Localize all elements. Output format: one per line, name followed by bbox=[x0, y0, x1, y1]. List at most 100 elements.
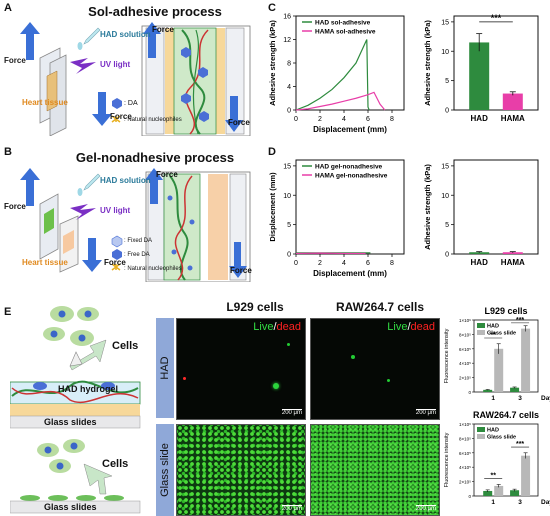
x-tick-label: 2 bbox=[318, 260, 322, 267]
legend-swatch bbox=[477, 330, 485, 335]
x-tick-label: 0 bbox=[294, 260, 298, 267]
chart-d-bar: 0 5 10 15 Adhesive strength (kPa) HAD HAMA bbox=[423, 159, 539, 267]
col-title-raw: RAW264.7 cells bbox=[335, 300, 425, 314]
had-solution-label-a: HAD solution bbox=[100, 30, 151, 39]
panel-a-illustration bbox=[20, 22, 251, 136]
micrograph-glass-raw: 200 μm bbox=[310, 424, 440, 516]
glass-slides-label-top: Glass slides bbox=[44, 417, 97, 427]
x-axis-suffix: Day bbox=[541, 499, 550, 506]
had-solution-label-b: HAD solution bbox=[100, 176, 151, 185]
bar bbox=[494, 348, 504, 392]
force-label-b4: Force bbox=[230, 266, 252, 275]
significance-label: *** bbox=[516, 317, 524, 324]
cells-label-top: Cells bbox=[112, 340, 139, 352]
heart-tissue-label-b: Heart tissue bbox=[22, 258, 68, 267]
x-tick-label: HAD bbox=[471, 114, 489, 123]
y-tick-label: 12 bbox=[283, 37, 291, 44]
panel-letter-c: C bbox=[268, 2, 276, 14]
legend-label: HAD bbox=[487, 324, 499, 330]
y-axis-label: Displacement (mm) bbox=[268, 172, 277, 242]
chart-title: RAW264.7 cells bbox=[473, 410, 539, 420]
y-tick-label: 5 bbox=[445, 78, 449, 85]
y-tick-label: 8×10⁵ bbox=[459, 332, 471, 337]
heart-tissue-label-a: Heart tissue bbox=[22, 98, 68, 107]
legend-label: HAMA sol-adhesive bbox=[315, 29, 376, 36]
force-label-a4: Force bbox=[228, 118, 250, 127]
bar bbox=[510, 490, 520, 496]
y-tick-label: 15 bbox=[441, 19, 449, 26]
y-tick-label: 8 bbox=[287, 61, 291, 68]
y-tick-label: 2×10⁵ bbox=[459, 480, 471, 485]
panel-a-title: Sol-adhesive process bbox=[88, 4, 222, 19]
panel-b-title: Gel-nonadhesive process bbox=[75, 150, 235, 165]
panel-b-illustration bbox=[20, 168, 251, 282]
force-arrow-up bbox=[20, 22, 40, 60]
legend-label: HAD bbox=[487, 428, 499, 434]
row-label-had: HAD bbox=[156, 318, 174, 418]
x-tick-label: 4 bbox=[342, 260, 346, 267]
x-axis-label: Displacement (mm) bbox=[313, 269, 387, 278]
bar bbox=[502, 252, 523, 254]
x-tick-label: HAMA bbox=[501, 258, 525, 267]
y-tick-label: 0 bbox=[445, 108, 449, 115]
y-axis-label: Adhesive strength (kPa) bbox=[268, 20, 277, 106]
bar bbox=[483, 389, 493, 392]
y-tick-label: 5 bbox=[445, 222, 449, 229]
panel-letter-a: A bbox=[4, 2, 12, 14]
y-tick-label: 10 bbox=[441, 193, 449, 200]
series-line bbox=[295, 39, 370, 111]
chart-c-line: 0 2 4 6 8 0 4 8 12 16 Displacement (mm) Adhesive st… bbox=[268, 14, 405, 134]
plot-frame bbox=[453, 159, 539, 255]
y-tick-label: 0 bbox=[287, 108, 291, 115]
y-tick-label: 5 bbox=[287, 222, 291, 229]
legend-swatch bbox=[477, 427, 485, 432]
x-tick-label: 6 bbox=[366, 116, 370, 123]
had-hydrogel-label: HAD hydrogel bbox=[58, 384, 119, 394]
series-line bbox=[295, 91, 386, 111]
y-tick-label: 0 bbox=[287, 252, 291, 259]
y-axis-label: Adhesive strength (kPa) bbox=[423, 20, 432, 106]
glass-slides-label-bottom: Glass slides bbox=[44, 502, 97, 512]
bar bbox=[469, 252, 490, 254]
force-label-b1: Force bbox=[4, 202, 26, 211]
force-label-a2: Force bbox=[110, 112, 132, 121]
scale-bar-3: 200 μm bbox=[281, 505, 302, 512]
y-tick-label: 1×10⁶ bbox=[459, 422, 471, 427]
panel-letter-d: D bbox=[268, 146, 276, 158]
x-tick-label: 1 bbox=[491, 499, 495, 506]
chart-title: L929 cells bbox=[484, 306, 527, 316]
chart-d-line: 0 2 4 6 8 0 5 10 15 Displacement (mm) Displacement… bbox=[268, 159, 405, 278]
bar bbox=[502, 93, 523, 110]
force-label-a3: Force bbox=[152, 25, 174, 34]
y-axis-label: Fluorescence intensity bbox=[444, 328, 450, 383]
y-tick-label: 4×10⁵ bbox=[459, 361, 471, 366]
force-label-a1: Force bbox=[4, 56, 26, 65]
x-axis-label: Displacement (mm) bbox=[313, 125, 387, 134]
live-dead-label-1: Live/dead bbox=[253, 321, 301, 333]
chart-e-l929: L929 cells 0 2×10⁵ 4×10⁵ 6×10⁵ 8×10⁵ 1×10⁶ Fluo… bbox=[444, 306, 550, 402]
panel-letter-b: B bbox=[4, 146, 12, 158]
significance-label: *** bbox=[516, 441, 524, 448]
bar bbox=[483, 490, 493, 496]
x-tick-label: 2 bbox=[318, 116, 322, 123]
row-label-glass: Glass slide bbox=[156, 424, 174, 516]
col-title-l929: L929 cells bbox=[226, 300, 284, 314]
x-tick-label: 8 bbox=[390, 260, 394, 267]
x-axis-suffix: Day bbox=[541, 395, 550, 402]
bar bbox=[494, 485, 504, 496]
legend-nuc-b: : Natural nucleophiles bbox=[124, 266, 182, 272]
legend-swatch bbox=[477, 323, 485, 328]
micrograph-had-l929: Live/dead 200 μm bbox=[176, 318, 306, 420]
y-tick-label: 6×10⁵ bbox=[459, 347, 471, 352]
micrograph-had-raw: Live/dead 200 μm bbox=[310, 318, 440, 420]
y-axis-label: Adhesive strength (kPa) bbox=[423, 164, 432, 250]
legend-nuc-a: : Natural nucleophiles bbox=[124, 117, 182, 123]
y-tick-label: 15 bbox=[283, 163, 291, 170]
legend-free-da-b: : Free DA bbox=[124, 252, 150, 258]
x-tick-label: HAD bbox=[471, 258, 489, 267]
chart-c-bar: 0 5 10 15 Adhesive strength (kPa) HAD HAMA *** bbox=[423, 13, 539, 123]
uv-light-label-b: UV light bbox=[100, 206, 131, 215]
live-dead-label-2: Live/dead bbox=[387, 321, 435, 333]
significance-label: ** bbox=[490, 473, 496, 480]
micrograph-glass-l929: 200 μm bbox=[176, 424, 306, 516]
